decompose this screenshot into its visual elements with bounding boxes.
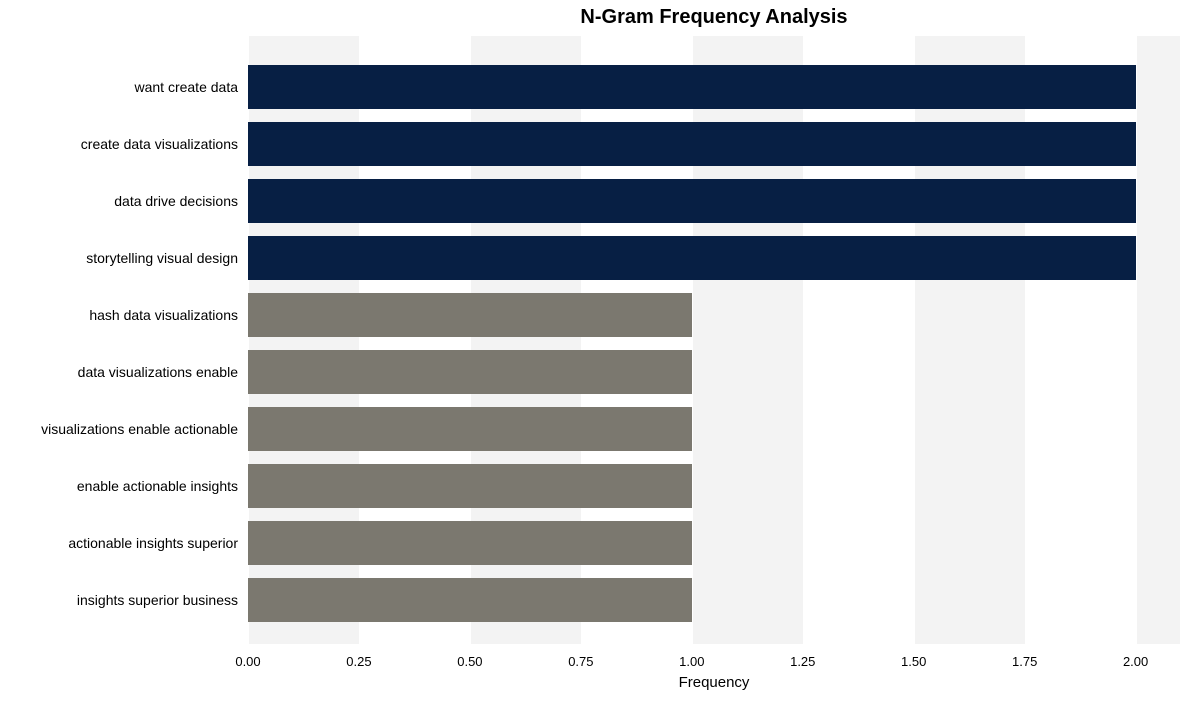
bar bbox=[248, 293, 692, 337]
bar bbox=[248, 122, 1136, 166]
y-tick-label: hash data visualizations bbox=[0, 308, 238, 322]
bar bbox=[248, 464, 692, 508]
y-tick-label: visualizations enable actionable bbox=[0, 422, 238, 436]
bar bbox=[248, 578, 692, 622]
x-tick-label: 0.50 bbox=[457, 654, 482, 669]
y-tick-label: enable actionable insights bbox=[0, 479, 238, 493]
y-tick-label: storytelling visual design bbox=[0, 251, 238, 265]
grid-line bbox=[1136, 36, 1137, 644]
bar bbox=[248, 236, 1136, 280]
x-tick-label: 1.25 bbox=[790, 654, 815, 669]
bar bbox=[248, 179, 1136, 223]
bar bbox=[248, 65, 1136, 109]
y-tick-label: data drive decisions bbox=[0, 194, 238, 208]
y-tick-label: want create data bbox=[0, 80, 238, 94]
plot-area bbox=[248, 36, 1180, 644]
bar bbox=[248, 521, 692, 565]
bar bbox=[248, 350, 692, 394]
y-tick-label: create data visualizations bbox=[0, 137, 238, 151]
x-tick-label: 1.00 bbox=[679, 654, 704, 669]
x-tick-label: 1.75 bbox=[1012, 654, 1037, 669]
x-tick-label: 2.00 bbox=[1123, 654, 1148, 669]
x-tick-label: 1.50 bbox=[901, 654, 926, 669]
chart-title: N-Gram Frequency Analysis bbox=[0, 6, 1180, 29]
y-tick-label: data visualizations enable bbox=[0, 365, 238, 379]
x-tick-label: 0.25 bbox=[346, 654, 371, 669]
x-tick-label: 0.00 bbox=[235, 654, 260, 669]
y-tick-label: insights superior business bbox=[0, 593, 238, 607]
ngram-chart: N-Gram Frequency Analysis Frequency want… bbox=[0, 0, 1188, 701]
bar bbox=[248, 407, 692, 451]
x-axis-label: Frequency bbox=[0, 674, 1180, 691]
y-tick-label: actionable insights superior bbox=[0, 536, 238, 550]
x-tick-label: 0.75 bbox=[568, 654, 593, 669]
grid-stripe bbox=[1136, 36, 1180, 644]
